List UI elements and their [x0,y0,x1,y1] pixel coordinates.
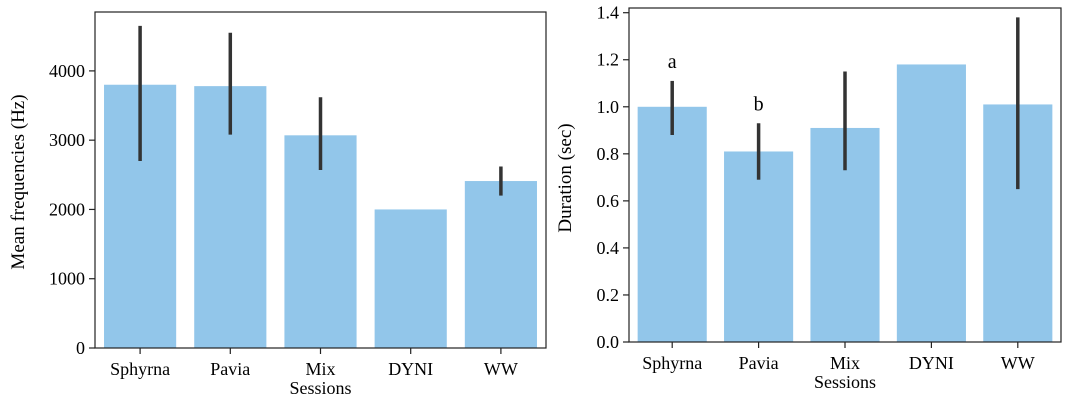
y-tick-label: 1000 [49,269,85,289]
x-tick-label: WW [484,359,518,379]
y-tick-label: 1.2 [597,50,620,70]
x-tick-label: DYNI [909,353,954,373]
x-tick-label: Sphyrna [642,353,702,373]
bar-pavia [724,151,794,342]
x-tick-label: Pavia [739,353,779,373]
x-tick-label: Pavia [210,359,250,379]
y-axis-label: Mean frequencies (Hz) [8,94,29,269]
x-tick-label: DYNI [388,359,433,379]
x-tick-label: WW [1001,353,1035,373]
chart-panel-frequency: Mean frequencies (Hz) 0 1000 2000 3000 4000 S… [8,11,547,398]
x-tick-label: Sphyrna [110,359,170,379]
y-tick-label: 3000 [49,130,85,150]
y-tick-label: 1.4 [597,3,620,23]
y-tick-label: 0.0 [597,332,620,352]
y-tick-label: 0.6 [597,191,620,211]
y-tick-label: 2000 [49,199,85,219]
y-tick-label: 0.4 [597,238,620,258]
bar-ww [464,181,537,348]
significance-label: a [668,51,677,73]
x-tick-label: Mix Sessions [289,359,351,398]
y-tick-label: 0.8 [597,144,620,164]
x-tick-label: Mix Sessions [814,353,876,392]
bar-mix-sessions [284,135,357,348]
bar-dyni [896,64,966,342]
y-axis-label: Duration (sec) [555,123,576,232]
y-tick-label: 0.2 [597,285,620,305]
bar-dyni [374,209,447,348]
bar-sphyrna [637,106,707,343]
y-tick-label: 4000 [49,61,85,81]
y-tick-label: 1.0 [597,97,620,117]
y-tick-label: 0 [76,338,85,358]
significance-label: b [754,93,764,115]
chart-panel-duration: Duration (sec) 0.0 0.2 0.4 0.6 0.8 1.0 1.2 1.4 S… [555,3,1062,392]
